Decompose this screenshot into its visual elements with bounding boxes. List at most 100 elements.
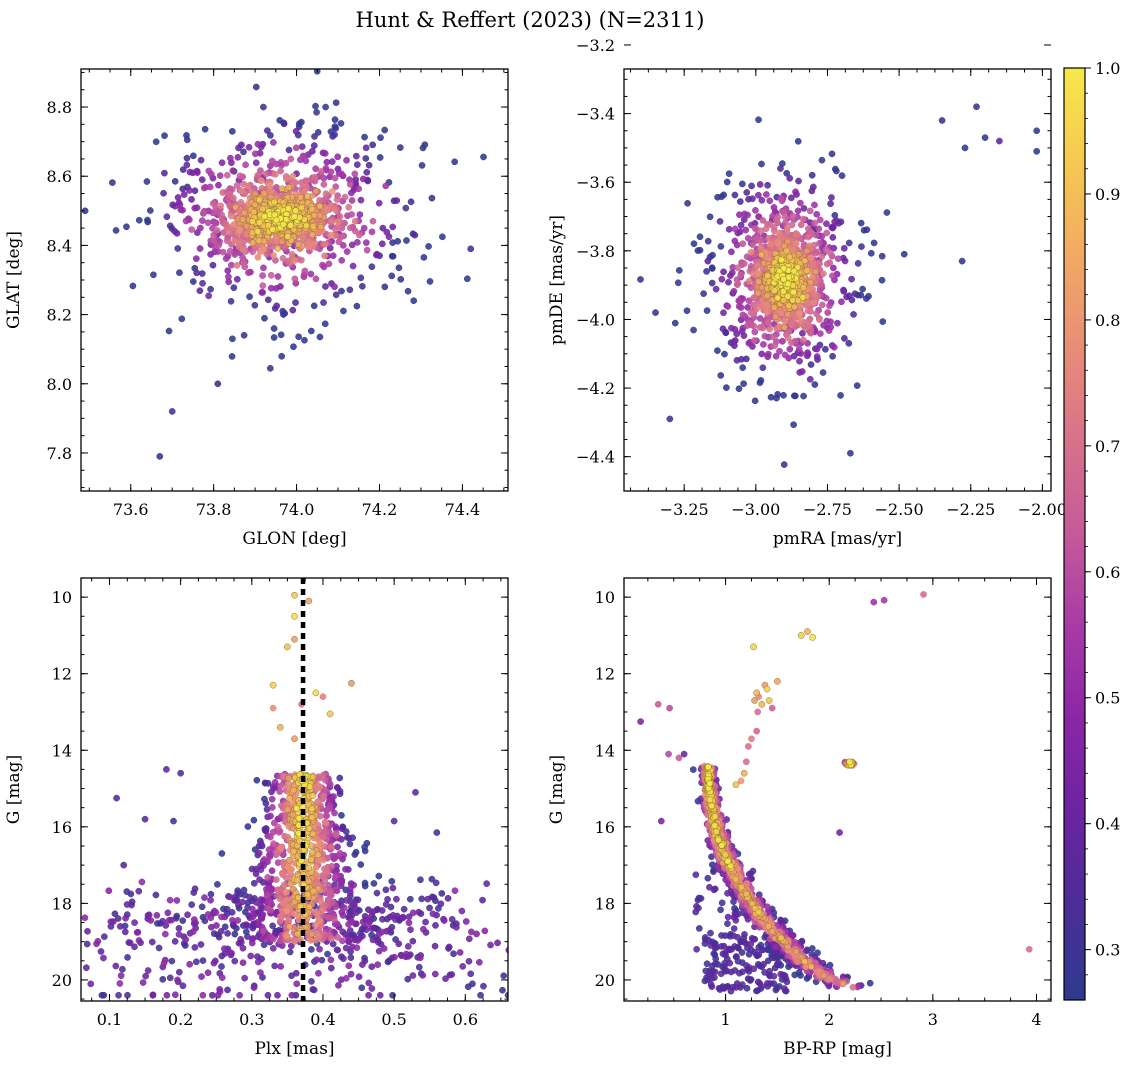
plx-point [424, 895, 432, 903]
plx-point [155, 944, 163, 952]
sky-point [230, 237, 238, 245]
sky-point [180, 191, 188, 198]
sky-point [185, 216, 193, 224]
plx-point [168, 916, 175, 924]
plx-point [326, 710, 334, 718]
plx-point [270, 840, 277, 847]
sky-point [165, 327, 173, 335]
plx-point [271, 962, 279, 970]
pm-xtick-label: −2.00 [1018, 500, 1067, 519]
plx-point [308, 814, 316, 821]
sky-point [428, 194, 436, 202]
plx-point [504, 991, 508, 999]
sky-point [325, 260, 333, 268]
sky-point [327, 218, 334, 226]
sky-point [314, 129, 322, 136]
plx-point [291, 612, 298, 620]
pm-point [859, 285, 866, 293]
plx-point [295, 814, 303, 822]
pm-point [795, 177, 802, 185]
sky-point [321, 252, 328, 260]
pm-point [739, 240, 747, 248]
plx-point [375, 872, 383, 880]
plx-point [81, 914, 89, 922]
plx-point [368, 963, 376, 971]
pm-point [808, 171, 816, 179]
plx-point [557, 921, 563, 927]
pm-point [813, 310, 820, 318]
plx-point [451, 887, 459, 895]
sky-point [161, 132, 168, 140]
plx-point [226, 948, 233, 956]
pm-point [749, 241, 757, 249]
cmd-point [710, 886, 718, 894]
pm-point [774, 240, 782, 247]
plx-point [288, 991, 296, 999]
plx-point [25, 992, 31, 998]
plx-point [355, 973, 363, 981]
plx-point [277, 963, 285, 970]
sky-point [168, 408, 176, 415]
plx-point [285, 923, 293, 930]
cmd-point [731, 943, 738, 950]
pm-point [770, 204, 778, 211]
plx-point [190, 916, 198, 923]
plx-point [234, 917, 242, 924]
plx-point [257, 840, 265, 847]
plx-point [332, 903, 340, 911]
sky-point [376, 154, 384, 161]
plx-point [429, 910, 437, 918]
plx-point [545, 945, 551, 951]
plx-point [201, 917, 209, 925]
plx-point [115, 991, 122, 999]
sky-ytick-label: 8.6 [47, 167, 72, 186]
plx-point [171, 991, 179, 999]
pm-point [737, 221, 745, 229]
plx-point [135, 937, 143, 944]
plx-point [323, 868, 330, 876]
sky-point [353, 238, 361, 246]
plx-point [305, 825, 313, 833]
sky-point [109, 179, 116, 186]
plx-point [293, 980, 301, 988]
sky-point [295, 241, 302, 248]
pm-ytick-label: −3.2 [576, 36, 615, 55]
sky-point [258, 177, 265, 185]
plx-point [293, 804, 301, 812]
sky-point [246, 293, 253, 301]
plx-point [389, 884, 397, 892]
cmd-point [719, 950, 727, 958]
sky-point [186, 187, 193, 194]
plx-point [100, 954, 107, 962]
sky-point [250, 208, 258, 216]
pm-point [789, 296, 797, 304]
sky-point [242, 231, 250, 238]
plx-point [239, 959, 247, 967]
plx-point [519, 972, 525, 978]
plx-point [228, 909, 236, 916]
pm-point [827, 200, 834, 208]
sky-point [373, 250, 381, 258]
plx-point [640, 929, 646, 935]
pm-point [724, 303, 732, 310]
sky-point [260, 103, 267, 111]
plx-point [231, 957, 239, 965]
plx-point [412, 789, 419, 796]
pm-point [854, 260, 862, 267]
plx-point [307, 856, 315, 863]
plx-point [279, 869, 286, 877]
plx-point [389, 991, 396, 999]
plx-ytick-label: 10 [52, 588, 72, 607]
sky-point [227, 212, 235, 220]
cmd-point [782, 975, 790, 983]
pm-point [779, 288, 787, 295]
sky-point [219, 189, 227, 196]
sky-point [174, 194, 182, 201]
plx-point [391, 953, 398, 961]
plx-point [291, 591, 298, 599]
sky-point [321, 320, 329, 328]
pm-point [840, 286, 847, 294]
cmd-point [880, 596, 888, 604]
pm-point [743, 189, 751, 196]
plx-point [224, 930, 231, 937]
